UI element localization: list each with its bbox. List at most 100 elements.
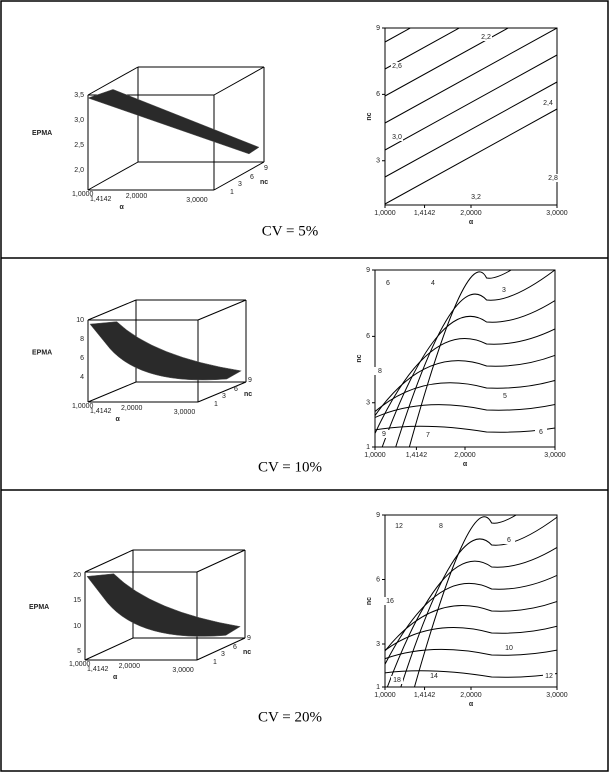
contour-level: 5 — [503, 393, 507, 400]
y-tick-label: 6 — [376, 576, 380, 583]
contour-line — [385, 54, 557, 151]
x-tick-label: 1,0000 — [364, 452, 386, 459]
y-tick-label: 1 — [213, 659, 217, 666]
y-tick-label: 3 — [366, 400, 370, 407]
y-tick-label: 6 — [376, 91, 380, 98]
box-edge — [197, 299, 247, 321]
contour-level: 2,2 — [481, 34, 491, 41]
contour-line — [385, 28, 412, 43]
level-bg — [498, 286, 510, 294]
y-tick-label: 9 — [366, 267, 370, 274]
contour-line — [385, 648, 557, 660]
level-bg — [393, 522, 405, 530]
contour-line — [375, 328, 555, 435]
box-edge — [84, 637, 134, 661]
y-tick-label: 3 — [376, 158, 380, 165]
contour-level: 12 — [395, 523, 403, 530]
level-bg — [542, 99, 554, 107]
contour-line — [375, 379, 555, 413]
z-tick-label: 15 — [73, 597, 81, 604]
z-axis-label: EPMA — [32, 130, 52, 137]
y-axis-label: nc — [243, 649, 251, 656]
x-tick-label: 2,0000 — [121, 405, 143, 412]
contour-line — [413, 515, 518, 687]
y-axis-label: nc — [366, 597, 373, 605]
y-tick-label: 9 — [247, 635, 251, 642]
box-edge — [196, 637, 246, 661]
y-tick-label: 3 — [376, 641, 380, 648]
level-bg — [384, 597, 396, 605]
contour-level: 3,0 — [392, 134, 402, 141]
x-tick-label: 1,0000 — [72, 191, 94, 198]
plot-frame — [374, 269, 556, 448]
y-tick-label: 1 — [230, 189, 234, 196]
y-tick-label: 1 — [376, 684, 380, 691]
surface — [86, 573, 241, 637]
y-axis-label: nc — [260, 179, 268, 186]
contour-level: 8 — [439, 523, 443, 530]
z-axis-label: EPMA — [32, 350, 52, 357]
level-bg — [391, 133, 403, 141]
x-tick-label: 2,0000 — [460, 210, 482, 217]
x-tick-label: 3,0000 — [172, 667, 194, 674]
contour-line — [375, 425, 555, 433]
contour-line — [375, 354, 555, 417]
level-bg — [378, 430, 390, 438]
z-tick-label: 2,0 — [74, 167, 84, 174]
level-bg — [428, 672, 440, 680]
x-tick-label: 1,0000 — [72, 403, 94, 410]
z-tick-label: 6 — [80, 355, 84, 362]
contour-level: 6 — [386, 280, 390, 287]
y-tick-label: 1 — [214, 401, 218, 408]
level-bg — [374, 367, 386, 375]
contour-level: 4 — [431, 280, 435, 287]
contour-level: 6 — [539, 429, 543, 436]
y-tick-label: 3 — [222, 393, 226, 400]
z-tick-label: 10 — [73, 623, 81, 630]
y-tick-label: 6 — [250, 174, 254, 181]
level-bg — [391, 676, 403, 684]
x-axis-label: α — [116, 416, 121, 423]
box-edge — [87, 161, 139, 191]
surface — [89, 321, 242, 381]
x-tick-label: 1,0000 — [374, 210, 396, 217]
x-tick-label: 2,0000 — [460, 692, 482, 699]
x-axis-label: α — [120, 204, 125, 211]
x-tick-label: 3,0000 — [544, 452, 566, 459]
contour-line — [375, 403, 555, 419]
box-edge — [213, 66, 265, 96]
x-axis-label: α — [469, 701, 474, 708]
y-tick-label: 6 — [233, 644, 237, 651]
caption: CV = 20% — [258, 709, 322, 725]
x-axis-label: α — [113, 674, 118, 681]
level-bg — [503, 536, 515, 544]
box-edge — [87, 66, 139, 96]
y-tick-label: 9 — [376, 512, 380, 519]
y-axis-label: nc — [366, 112, 373, 120]
surface — [87, 89, 260, 155]
contour-level: 2,6 — [392, 63, 402, 70]
level-bg — [470, 193, 482, 201]
x-tick-label: 1,0000 — [374, 692, 396, 699]
contour-level: 18 — [393, 677, 401, 684]
contour-lines — [385, 28, 557, 205]
level-bg — [480, 33, 492, 41]
level-bg — [427, 279, 439, 287]
x-axis-label: α — [463, 461, 468, 468]
contour-line — [385, 28, 461, 70]
x-tick-label: 2,0000 — [119, 663, 141, 670]
level-bg — [382, 279, 394, 287]
contour-line — [385, 600, 557, 652]
box-edge — [213, 161, 265, 191]
contour-level: 2,4 — [543, 100, 553, 107]
x-tick-label: 3,0000 — [174, 409, 196, 416]
contour-line — [385, 670, 557, 678]
box-edge — [87, 381, 137, 403]
box-edge — [196, 549, 246, 573]
y-tick-label: 6 — [366, 333, 370, 340]
contour-level: 16 — [386, 598, 394, 605]
contour-level: 3 — [502, 287, 506, 294]
x-axis-label: α — [469, 219, 474, 226]
